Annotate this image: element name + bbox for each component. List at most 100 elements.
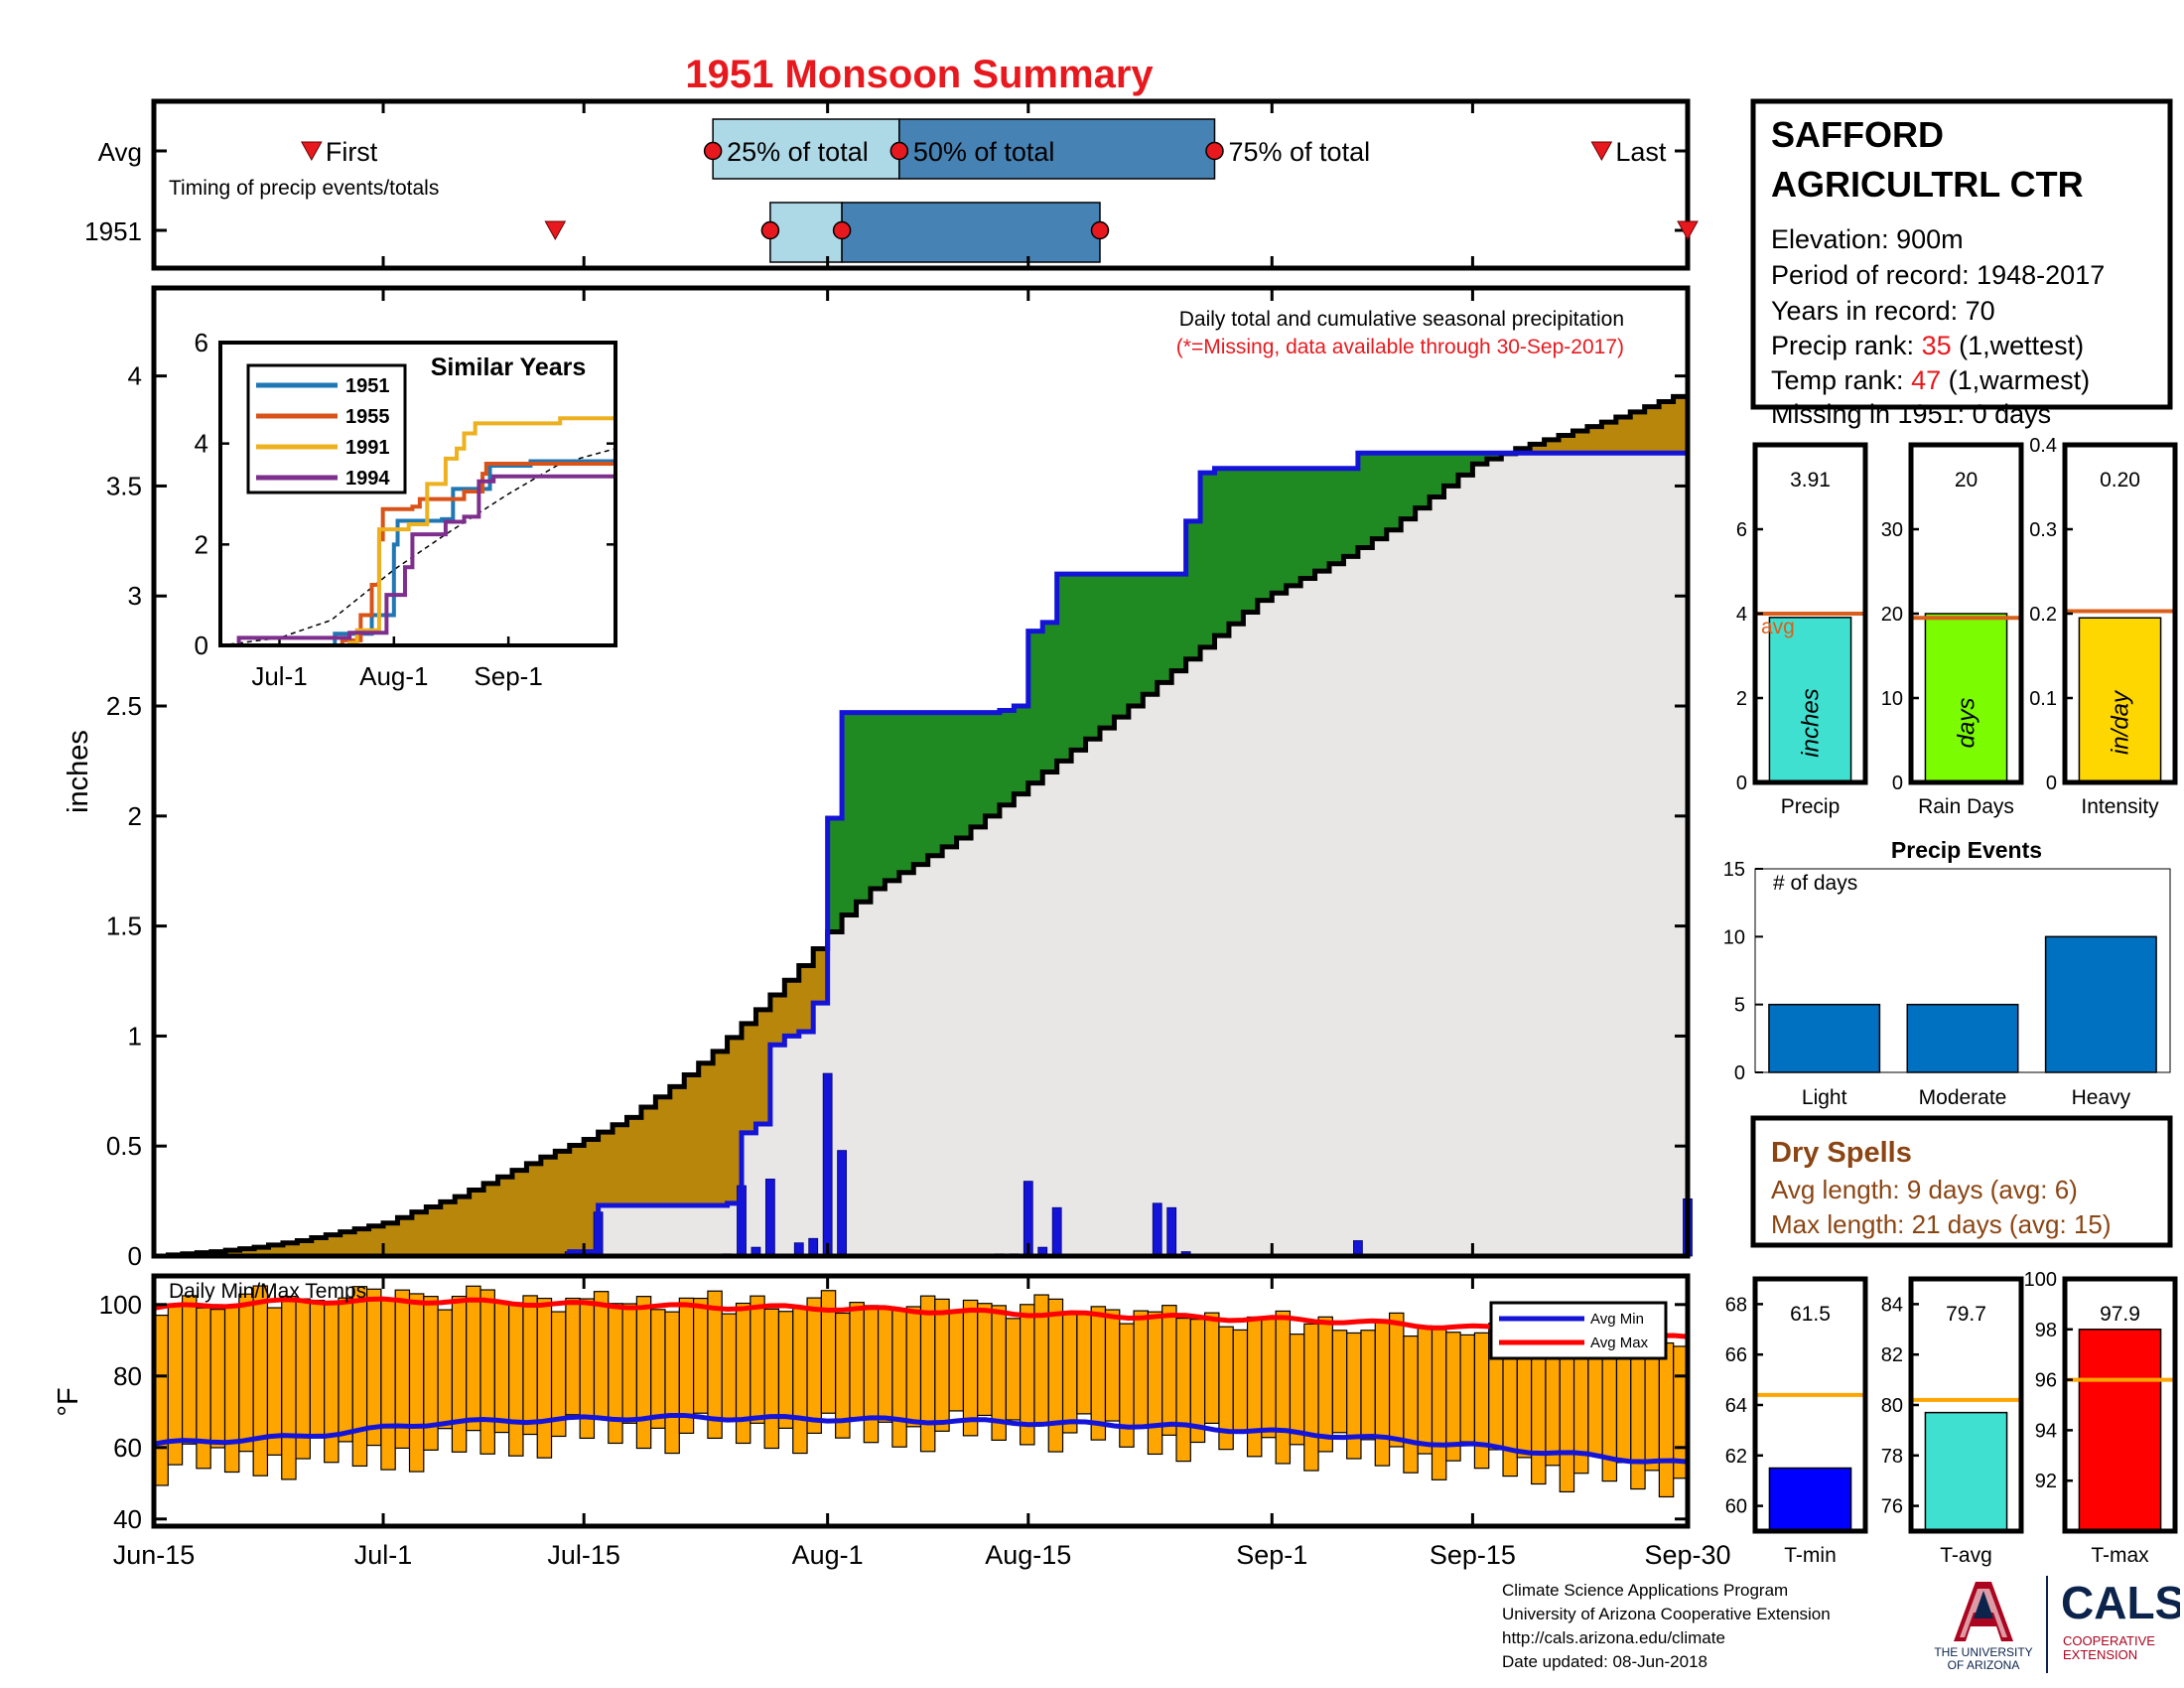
daily-temp-bar bbox=[1644, 1348, 1660, 1472]
daily-temp-bar bbox=[1559, 1337, 1575, 1493]
daily-temp-bar bbox=[1133, 1310, 1149, 1429]
precip-below-avg-fill bbox=[426, 1206, 442, 1256]
timing-year-first-marker bbox=[544, 220, 567, 241]
footer-line-4: Date updated: 08-Jun-2018 bbox=[1502, 1652, 1707, 1671]
precip-above-avg-fill bbox=[1027, 631, 1043, 783]
daily-temp-bar bbox=[1005, 1318, 1022, 1421]
precip-above-avg-fill bbox=[1085, 574, 1101, 740]
temps-legend-box bbox=[1489, 1301, 1668, 1360]
precip-above-avg-fill bbox=[985, 712, 1001, 816]
temp-summary-ytick-label: 66 bbox=[1725, 1344, 1747, 1366]
precip-above-avg-fill bbox=[1430, 453, 1445, 497]
daily-temps-panel: 40 60 80 100 Daily Min/Max Temps °F Avg Min… bbox=[53, 1273, 1691, 1534]
ua-a-mark-blue bbox=[1974, 1591, 1993, 1618]
timing-marks: First 25% of total 50% of total 75% of tota… bbox=[152, 101, 1699, 268]
temp-summary-value-label: 97.9 bbox=[2100, 1303, 2140, 1326]
summary-ytick-label: 10 bbox=[1881, 688, 1903, 710]
events-category-label: Moderate bbox=[1919, 1086, 2007, 1109]
precip-below-avg-fill bbox=[640, 1107, 656, 1206]
precip-y-axis-label: inches bbox=[63, 730, 94, 813]
events-ytick-label: 10 bbox=[1723, 926, 1745, 948]
date-axis-labels: Jun-15 Jul-1 Jul-15 Aug-1 Aug-15 Sep-1 Sep-15 S… bbox=[113, 1540, 1731, 1570]
daily-temp-bar bbox=[1090, 1306, 1107, 1441]
summary-ytick-label: 30 bbox=[1881, 519, 1903, 541]
precip-above-avg-fill bbox=[1099, 574, 1116, 729]
university-of-arizona-logo: THE UNIVERSITY OF ARIZONA bbox=[1934, 1582, 2033, 1671]
timing-avg-p25-marker bbox=[703, 141, 723, 161]
precip-below-avg-fill bbox=[326, 1234, 341, 1256]
daily-temp-bar bbox=[1147, 1311, 1163, 1456]
daily-temp-bar bbox=[1275, 1310, 1292, 1465]
temp-summary-ytick-label: 98 bbox=[2035, 1320, 2057, 1341]
precip-below-avg-fill bbox=[1530, 444, 1546, 454]
daily-temp-bar bbox=[1658, 1341, 1675, 1498]
summary-category-label: Precip bbox=[1781, 795, 1841, 818]
precip-ytick-label: 4 bbox=[128, 361, 142, 391]
temp-ytick-label: 100 bbox=[99, 1290, 142, 1320]
cals-wordmark: CALS bbox=[2061, 1577, 2180, 1628]
temp-summary-ytick-label: 92 bbox=[2035, 1471, 2057, 1492]
summary-value-bar bbox=[1924, 613, 2008, 783]
daily-temp-bar bbox=[621, 1303, 637, 1424]
precip-below-avg-fill bbox=[239, 1248, 255, 1256]
precip-below-avg-fill bbox=[268, 1244, 284, 1256]
temp-summary-value-label: 61.5 bbox=[1790, 1303, 1831, 1326]
precip-above-avg-fill bbox=[1472, 453, 1488, 465]
precip-above-avg-fill bbox=[1329, 468, 1345, 564]
timing-label-p25: 25% of total bbox=[727, 137, 869, 167]
summary-ytick-label: 6 bbox=[1736, 519, 1747, 541]
precip-below-avg-fill bbox=[397, 1217, 413, 1256]
footer-line-2: University of Arizona Cooperative Extens… bbox=[1502, 1605, 1831, 1623]
temps-frame bbox=[151, 1273, 1691, 1529]
daily-temp-bar bbox=[934, 1298, 950, 1432]
daily-temp-bar bbox=[806, 1297, 822, 1435]
avg-cumulative-line bbox=[154, 393, 1688, 1259]
inset-series-line-1994 bbox=[220, 471, 617, 647]
temp-ytick-label: 60 bbox=[113, 1433, 142, 1463]
timing-year-p50-marker bbox=[832, 220, 852, 240]
daily-temp-bar bbox=[849, 1302, 865, 1419]
events-ytick-label: 15 bbox=[1723, 859, 1745, 881]
inset-legend-label-1994: 1994 bbox=[345, 468, 390, 490]
precip-below-avg-fill bbox=[755, 1009, 771, 1125]
inset-legend-label-1955: 1955 bbox=[345, 406, 390, 428]
daily-temp-bar bbox=[565, 1297, 581, 1416]
summary-ytick-label: 20 bbox=[1881, 604, 1903, 626]
temp-summary-ytick-label: 96 bbox=[2035, 1370, 2057, 1392]
daily-temp-bar bbox=[763, 1308, 780, 1450]
daily-temp-bar bbox=[536, 1297, 553, 1459]
station-period: Period of record: 1948-2017 bbox=[1771, 260, 2105, 290]
station-name-2: AGRICULTRL CTR bbox=[1771, 164, 2084, 205]
daily-temp-bar bbox=[1331, 1330, 1348, 1434]
inset-ytick-label: 4 bbox=[195, 429, 208, 459]
precip-above-avg-fill bbox=[1314, 468, 1330, 572]
temp-summary-ytick-label: 68 bbox=[1725, 1294, 1747, 1316]
timing-year-last-marker bbox=[1677, 220, 1699, 241]
precip-below-avg-fill bbox=[526, 1163, 542, 1256]
daily-temp-bar bbox=[1473, 1332, 1490, 1470]
temp-summary-panel-frame bbox=[2062, 1276, 2178, 1534]
timing-year-p25-marker bbox=[760, 220, 780, 240]
precip-above-avg-fill bbox=[1014, 706, 1029, 794]
temps-y-axis-label: °F bbox=[53, 1387, 84, 1416]
precip-events-title: Precip Events bbox=[1891, 837, 2042, 863]
precip-grey-fill bbox=[154, 453, 1688, 1256]
daily-precip-bar bbox=[1152, 1202, 1162, 1257]
daily-temp-bar bbox=[1076, 1312, 1092, 1415]
footer-line-3[interactable]: http://cals.arizona.edu/climate bbox=[1502, 1628, 1725, 1647]
daily-temp-bar bbox=[977, 1303, 993, 1417]
precip-above-avg-fill bbox=[1143, 574, 1159, 695]
precip-ytick-label: 0.5 bbox=[106, 1131, 142, 1161]
temp-summary-value-label: 79.7 bbox=[1946, 1303, 1986, 1326]
station-info-box: SAFFORD AGRICULTRL CTR Elevation: 900m P… bbox=[1750, 98, 2173, 429]
precip-below-avg-fill bbox=[469, 1190, 484, 1256]
events-bar-heavy bbox=[2044, 935, 2157, 1073]
precip-below-avg-fill bbox=[727, 1037, 743, 1203]
precip-fills bbox=[154, 396, 1689, 1256]
precip-above-avg-fill bbox=[1185, 520, 1201, 659]
legend-avg-min-label: Avg Min bbox=[1590, 1311, 1644, 1328]
summary-panel-0: avg 3.91 0 2 4 6 Precip inches bbox=[1736, 442, 1868, 818]
legend-avg-max-label: Avg Max bbox=[1590, 1335, 1649, 1351]
